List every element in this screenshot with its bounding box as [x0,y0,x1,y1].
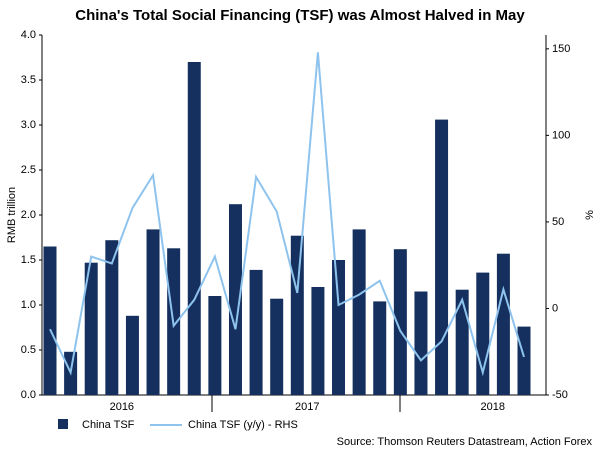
bar [290,235,304,395]
y-tick-label: 4.0 [21,29,36,41]
y-tick-label: 3.5 [21,74,36,86]
source: Source: Thomson Reuters Datastream, Acti… [337,436,593,448]
x-tick-label: 2018 [481,401,505,413]
chart-title: China's Total Social Financing (TSF) was… [75,7,525,24]
y2-tick-label: 100 [552,129,570,141]
bar [332,260,346,395]
x-tick-label: 2016 [110,401,134,413]
y-axis-label: RMB trillion [6,187,18,243]
bar [393,249,407,395]
legend-label: China TSF [82,419,135,431]
y-tick-label: 2.0 [21,209,36,221]
y2-axis-label: % [584,210,596,220]
y-tick-label: 1.0 [21,299,36,311]
bar [43,246,57,395]
bar [455,289,469,395]
y-tick-label: 0.0 [21,389,36,401]
legend-label: China TSF (y/y) - RHS [188,419,298,431]
bar [146,229,160,395]
line [49,52,525,377]
x-tick-label: 2017 [295,401,319,413]
y2-tick-label: 50 [552,216,564,228]
y-tick-label: 0.5 [21,344,36,356]
bar [414,291,428,395]
bar [352,229,366,395]
bar [84,262,98,395]
y2-tick-label: 0 [552,302,558,314]
bar [125,315,139,395]
y-tick-label: 3.0 [21,119,36,131]
bar [105,240,119,395]
bar [517,326,531,395]
y2-tick-label: 150 [552,43,570,55]
bar [208,296,222,395]
bar [476,272,490,395]
bar [228,204,242,395]
bar [373,301,387,395]
bar [435,119,449,395]
y2-tick-label: -50 [552,389,568,401]
bar [187,62,201,395]
bar [496,253,510,395]
y-tick-label: 1.5 [21,254,36,266]
legend-swatch [58,419,68,429]
bar [311,287,325,395]
bar [249,269,263,395]
bar [270,298,284,395]
y-tick-label: 2.5 [21,164,36,176]
